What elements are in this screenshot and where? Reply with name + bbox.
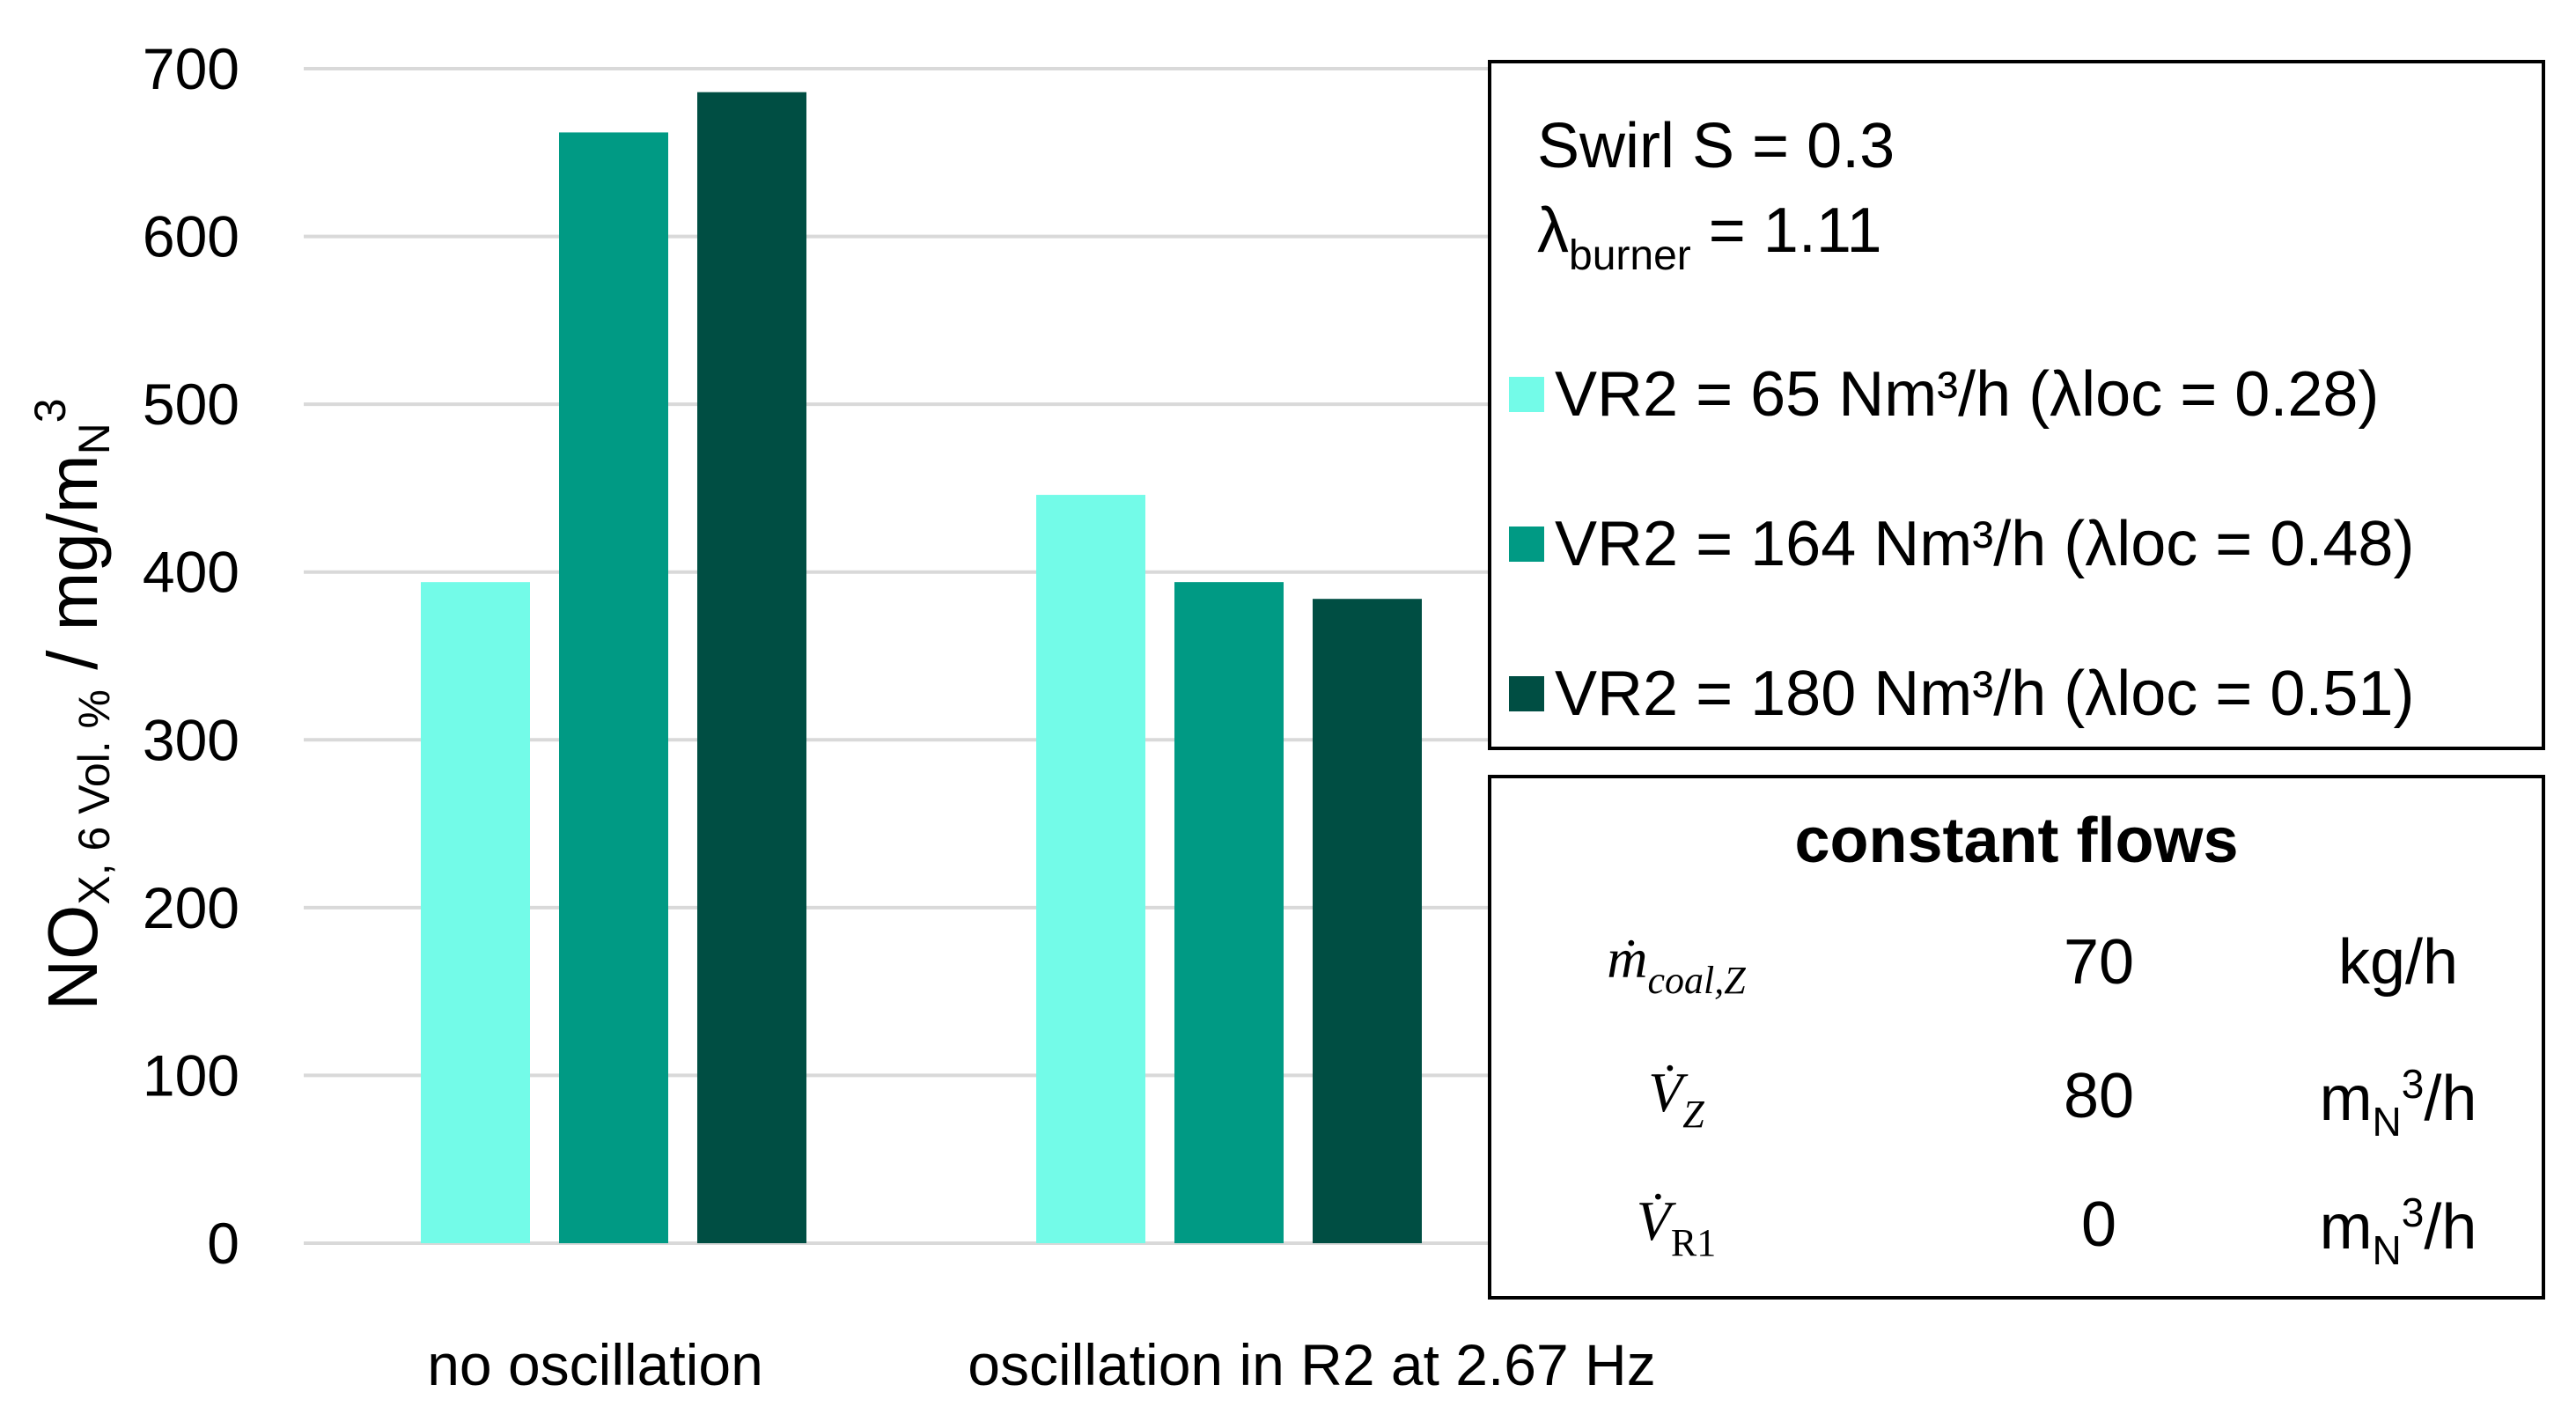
flow-symbol: V̇Z xyxy=(1648,1061,1704,1136)
bar xyxy=(1174,582,1284,1243)
flow-unit: mN3/h xyxy=(2319,1061,2477,1145)
bar xyxy=(697,92,806,1243)
flow-symbol: V̇R1 xyxy=(1636,1189,1717,1264)
y-tick-label: 0 xyxy=(207,1211,239,1276)
legend-label: VR2 = 180 Nm³/h (λloc = 0.51) xyxy=(1555,659,2415,729)
bar xyxy=(421,582,530,1243)
x-axis-categories: no oscillation oscillation in R2 at 2.67 … xyxy=(427,1332,1655,1397)
flow-row-vz: V̇Z 80 mN3/h xyxy=(1491,1060,2542,1148)
flow-value: 80 xyxy=(2063,1061,2135,1131)
legend-item: VR2 = 164 Nm³/h (λloc = 0.48) xyxy=(1509,508,2414,580)
parameters: Swirl S = 0.3 λburner = 1.11 xyxy=(1537,104,1895,298)
bar xyxy=(559,132,668,1244)
legend-swatch xyxy=(1509,527,1544,562)
flow-value: 70 xyxy=(2063,927,2135,998)
y-tick-label: 500 xyxy=(143,372,239,437)
x-category-label: oscillation in R2 at 2.67 Hz xyxy=(968,1332,1655,1397)
x-category-label: no oscillation xyxy=(427,1332,763,1397)
bar xyxy=(1313,599,1422,1243)
bar xyxy=(1036,495,1145,1243)
flow-unit: mN3/h xyxy=(2319,1189,2477,1273)
constant-flows-box: constant flows ṁcoal,Z 70 kg/h V̇Z 80 mN… xyxy=(1488,775,2545,1300)
legend-box: Swirl S = 0.3 λburner = 1.11 VR2 = 65 Nm… xyxy=(1488,60,2545,750)
legend-label: VR2 = 164 Nm³/h (λloc = 0.48) xyxy=(1555,509,2415,579)
y-tick-label: 700 xyxy=(143,36,239,101)
legend-item: VR2 = 65 Nm³/h (λloc = 0.28) xyxy=(1509,358,2379,431)
flow-value: 0 xyxy=(2080,1189,2117,1260)
y-tick-label: 300 xyxy=(143,707,239,772)
flow-symbol: ṁcoal,Z xyxy=(1607,927,1746,1002)
legend-swatch xyxy=(1509,676,1544,711)
legend-item: VR2 = 180 Nm³/h (λloc = 0.51) xyxy=(1509,658,2414,730)
flow-row-coal: ṁcoal,Z 70 kg/h xyxy=(1491,926,2542,1014)
legend-label: VR2 = 65 Nm³/h (λloc = 0.28) xyxy=(1555,359,2380,430)
flow-row-vr1: V̇R1 0 mN3/h xyxy=(1491,1189,2542,1277)
y-axis-ticks: 0 100 200 300 400 500 600 700 xyxy=(143,36,239,1276)
y-tick-label: 400 xyxy=(143,540,239,605)
legend-swatch xyxy=(1509,377,1544,412)
lambda-burner-text: λburner = 1.11 xyxy=(1537,195,1882,279)
y-tick-label: 200 xyxy=(143,875,239,940)
bars xyxy=(421,92,1422,1244)
y-tick-label: 600 xyxy=(143,204,239,269)
y-tick-label: 100 xyxy=(143,1042,239,1108)
swirl-text: Swirl S = 0.3 xyxy=(1537,111,1895,181)
flow-unit: kg/h xyxy=(2337,927,2459,998)
y-axis-label: NOX, 6 Vol. % / mg/mN3 xyxy=(26,398,119,1010)
constant-flows-title: constant flows xyxy=(1794,806,2239,876)
